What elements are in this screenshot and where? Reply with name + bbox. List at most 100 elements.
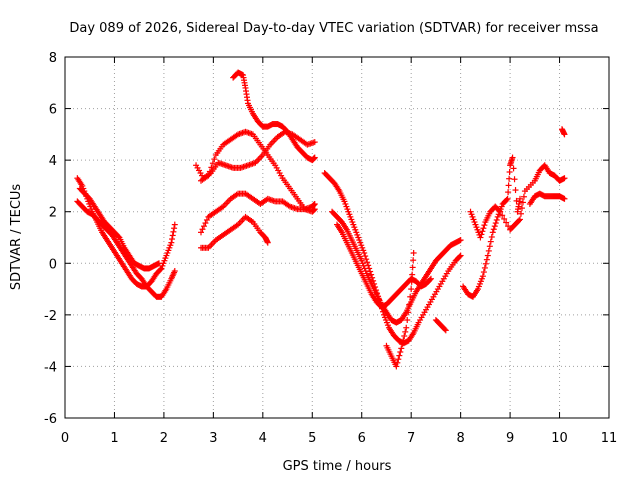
arc-e-point bbox=[209, 160, 216, 167]
arc-m-point bbox=[504, 195, 511, 202]
arc-l-point bbox=[409, 271, 416, 278]
arc-f-point bbox=[311, 200, 318, 207]
arc-e-point bbox=[206, 168, 213, 175]
arc-l-point bbox=[410, 249, 417, 256]
arc-m-point bbox=[506, 169, 513, 176]
x-tick-label: 0 bbox=[61, 431, 69, 446]
arc-b-point bbox=[171, 268, 178, 275]
y-tick-label: 0 bbox=[49, 257, 57, 272]
arc-n-point bbox=[518, 205, 525, 212]
arc-m-point bbox=[487, 238, 494, 245]
arc-d-point bbox=[311, 139, 318, 146]
arc-h-point bbox=[311, 154, 318, 161]
arc-l-point bbox=[409, 264, 416, 271]
arc-l-point bbox=[396, 352, 403, 359]
arc-n-point bbox=[497, 208, 504, 215]
arc-e-point bbox=[205, 172, 212, 179]
arc-l-point bbox=[399, 341, 406, 348]
arc-m-point bbox=[505, 182, 512, 189]
x-tick-label: 10 bbox=[551, 431, 568, 446]
y-tick-label: 8 bbox=[49, 51, 57, 66]
x-tick-label: 5 bbox=[308, 431, 316, 446]
y-tick-label: 4 bbox=[49, 154, 57, 169]
arc-m-point bbox=[489, 229, 496, 236]
y-tick-label: -2 bbox=[44, 309, 57, 324]
arc-o-point bbox=[561, 195, 568, 202]
x-tick-label: 6 bbox=[358, 431, 366, 446]
x-axis-label: GPS time / hours bbox=[283, 459, 392, 474]
x-tick-label: 8 bbox=[456, 431, 464, 446]
axis-ticks: 0 1 2 3 4 5 6 7 8 9 10 11 -6 -4 -2 0 2 4 6 8 bbox=[44, 51, 617, 446]
arc-l-point bbox=[403, 324, 410, 331]
arc-n-point bbox=[496, 207, 503, 214]
arc-m-point bbox=[490, 226, 497, 233]
arc-j-point bbox=[457, 237, 464, 244]
arc-l-point bbox=[408, 278, 415, 285]
arc-l-point bbox=[404, 317, 411, 324]
arc-a-point bbox=[157, 266, 164, 273]
arc-m-point bbox=[485, 247, 492, 254]
arc-l-point bbox=[398, 345, 405, 352]
arc-l-point bbox=[442, 327, 449, 334]
arc-n-point bbox=[503, 219, 510, 226]
arc-e-point bbox=[208, 164, 215, 171]
arc-i-point bbox=[362, 253, 369, 260]
arc-a-point bbox=[168, 239, 175, 246]
arc-c-point bbox=[115, 233, 122, 240]
x-tick-label: 2 bbox=[160, 431, 168, 446]
arc-f-point bbox=[199, 226, 206, 233]
arc-n-point bbox=[517, 210, 524, 217]
arc-i-point bbox=[456, 253, 463, 260]
y-tick-label: -6 bbox=[44, 412, 57, 427]
arc-l-point bbox=[405, 309, 412, 316]
arc-a-point bbox=[169, 232, 176, 239]
arc-m-point bbox=[506, 175, 513, 182]
arc-k-point bbox=[427, 275, 434, 282]
arc-m-point bbox=[491, 223, 498, 230]
arc-l-point bbox=[408, 286, 415, 293]
arc-e-point bbox=[211, 156, 218, 163]
arc-n-point bbox=[478, 231, 485, 238]
arc-m-point bbox=[481, 264, 488, 271]
arc-n-point bbox=[477, 234, 484, 241]
x-tick-label: 3 bbox=[209, 431, 217, 446]
arc-m-point bbox=[482, 260, 489, 267]
arc-f-point bbox=[198, 229, 204, 236]
y-tick-label: -4 bbox=[44, 360, 57, 375]
arc-n-point bbox=[499, 212, 506, 219]
x-tick-label: 7 bbox=[407, 431, 415, 446]
y-tick-label: 6 bbox=[49, 103, 57, 118]
arc-l-point bbox=[402, 328, 409, 335]
chart-title: Day 089 of 2026, Sidereal Day-to-day VTE… bbox=[69, 21, 598, 36]
arc-m-point bbox=[505, 189, 512, 196]
arc-m-point bbox=[493, 216, 500, 223]
x-tick-label: 1 bbox=[110, 431, 118, 446]
arc-i-point bbox=[363, 256, 370, 263]
arc-m-point bbox=[511, 176, 518, 183]
arc-n-point bbox=[519, 199, 526, 206]
arc-i-point bbox=[368, 271, 375, 278]
y-tick-label: 2 bbox=[49, 206, 57, 221]
arc-n-point bbox=[479, 228, 486, 235]
arc-m-point bbox=[512, 187, 519, 194]
arc-m-point bbox=[480, 269, 487, 276]
y-axis-label: SDTVAR / TECUs bbox=[9, 184, 24, 291]
arc-l-point bbox=[395, 356, 402, 363]
arc-l-point bbox=[393, 363, 400, 370]
arc-l-point bbox=[397, 348, 404, 355]
arc-m-point bbox=[479, 273, 486, 280]
arc-n-point bbox=[516, 216, 523, 223]
arc-o-point bbox=[561, 131, 568, 138]
arc-m-point bbox=[486, 243, 493, 250]
arc-c-point bbox=[155, 260, 162, 267]
x-tick-label: 9 bbox=[506, 431, 514, 446]
arc-f-point bbox=[200, 223, 207, 230]
arc-m-point bbox=[488, 233, 495, 240]
arc-a-point bbox=[170, 228, 177, 235]
arc-l-point bbox=[441, 326, 448, 333]
arc-m-point bbox=[516, 195, 523, 202]
x-tick-label: 11 bbox=[601, 431, 618, 446]
arc-i-point bbox=[457, 252, 464, 259]
